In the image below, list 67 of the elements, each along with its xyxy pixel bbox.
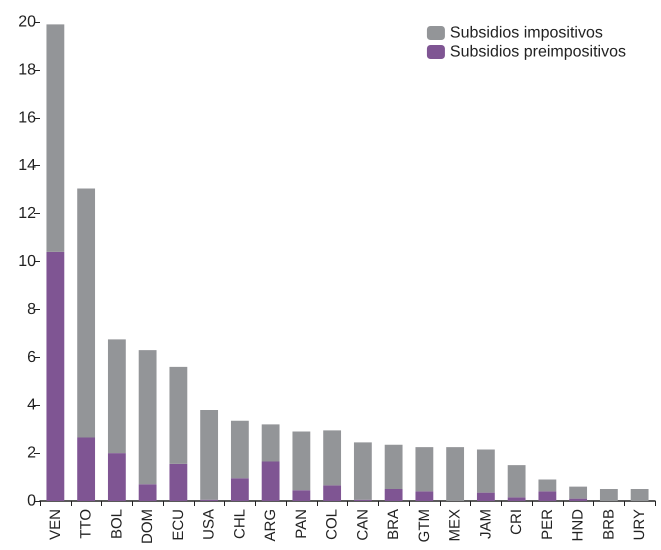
bar	[538, 491, 556, 501]
x-tick-label: CAN	[354, 509, 372, 541]
y-tick-label: 4	[27, 396, 36, 414]
y-tick-label: 2	[27, 444, 36, 462]
bar	[230, 478, 249, 501]
x-tick-label: CHL	[231, 509, 248, 540]
x-tick-label: HND	[570, 508, 587, 542]
y-tick-label: 6	[27, 348, 36, 366]
x-tick-label: DOM	[139, 509, 156, 544]
y-tick-label: 8	[27, 300, 36, 318]
x-tick-label: TTO	[78, 509, 95, 539]
x-tick-label: ECU	[170, 509, 187, 541]
bar	[384, 444, 403, 490]
x-tick-label: PER	[538, 508, 556, 540]
x-tick-label: URY	[631, 509, 648, 540]
bar	[138, 350, 157, 484]
bar	[569, 486, 588, 499]
x-tick-label: JAM	[477, 509, 494, 539]
x-tick-label: CRI	[508, 509, 526, 535]
bar	[508, 465, 526, 498]
bar	[508, 497, 526, 501]
x-tick-label: USA	[200, 509, 218, 540]
y-tick-label: 0	[27, 492, 36, 510]
bar	[46, 24, 64, 252]
bar	[46, 252, 64, 501]
y-tick-label: 18	[18, 61, 36, 78]
bar	[77, 438, 96, 501]
bar	[230, 420, 249, 478]
bar	[108, 453, 126, 501]
bar	[138, 484, 157, 501]
x-tick-label: MEX	[446, 509, 464, 542]
bar	[200, 410, 218, 500]
y-tick-label: 20	[18, 14, 36, 30]
bar	[476, 450, 495, 493]
bar	[108, 339, 126, 454]
bar	[323, 485, 342, 501]
legend-label: Subsidios preimpositivos	[450, 44, 626, 60]
x-tick-label: COL	[324, 509, 341, 540]
x-tick-label: BRB	[600, 509, 618, 540]
bar	[415, 491, 434, 501]
x-tick-label: VEN	[46, 509, 64, 540]
y-tick-label: 16	[18, 109, 36, 126]
x-tick-label: BOL	[108, 509, 126, 540]
bar	[262, 461, 280, 501]
bar	[292, 432, 310, 490]
x-tick-label: BRA	[385, 509, 402, 540]
y-tick-label: 14	[18, 157, 36, 174]
bar	[384, 489, 403, 501]
bar	[323, 430, 342, 486]
bar	[476, 492, 495, 501]
bar	[77, 188, 96, 438]
x-tick-label: ARG	[262, 509, 280, 542]
bar	[446, 447, 464, 501]
bar	[415, 447, 434, 492]
bar	[262, 424, 280, 462]
x-tick-label: PAN	[292, 509, 310, 539]
y-tick-label: 12	[18, 205, 36, 222]
bar	[538, 479, 556, 492]
bar	[354, 442, 372, 500]
y-tick-label: 10	[18, 253, 36, 270]
bar	[630, 489, 649, 501]
bar	[169, 366, 188, 464]
bar	[169, 464, 188, 501]
x-tick-label: GTM	[416, 509, 433, 542]
bar	[292, 490, 310, 501]
bar	[600, 489, 618, 501]
legend-label: Subsidios impositivos	[450, 24, 603, 42]
